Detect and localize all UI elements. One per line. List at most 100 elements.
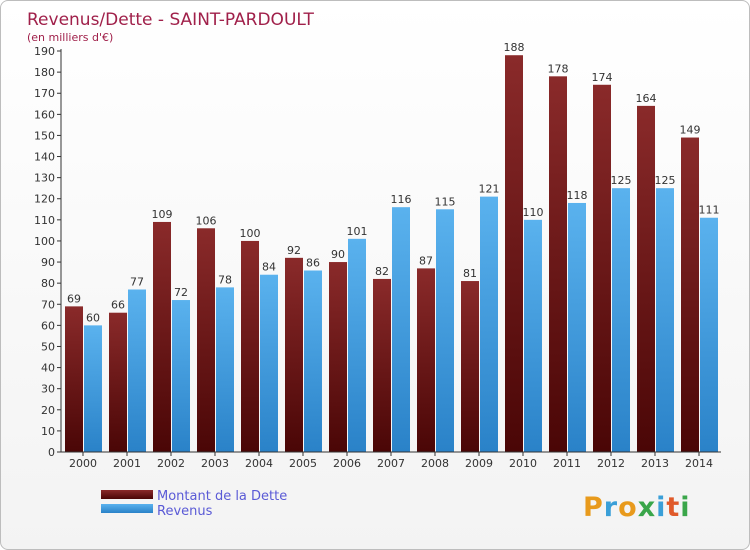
data-label-debt-2008: 87 [419, 254, 433, 267]
x-tick-label: 2010 [509, 457, 537, 470]
data-label-revenus-2000: 60 [86, 311, 100, 324]
bar-debt-2003 [197, 228, 215, 452]
y-tick-label: 10 [41, 425, 55, 438]
y-tick-label: 100 [34, 235, 55, 248]
bar-revenus-2006 [348, 238, 366, 452]
x-tick-label: 2001 [113, 457, 141, 470]
legend: Montant de la Dette Revenus [101, 489, 287, 519]
bar-debt-2001 [109, 312, 127, 452]
legend-swatch-revenus [101, 504, 153, 513]
data-label-revenus-2002: 72 [174, 286, 188, 299]
data-label-debt-2005: 92 [287, 244, 301, 257]
x-tick-label: 2002 [157, 457, 185, 470]
data-label-revenus-2001: 77 [130, 275, 144, 288]
bar-revenus-2013 [656, 188, 674, 452]
chart-subtitle: (en milliers d'€) [27, 31, 113, 44]
legend-label-revenus: Revenus [157, 504, 213, 519]
svg-text:Proxiti: Proxiti [583, 492, 691, 523]
proxiti-logo: Proxiti [583, 492, 691, 523]
bar-revenus-2009 [480, 196, 498, 452]
bar-revenus-2011 [568, 202, 586, 452]
data-label-revenus-2004: 84 [262, 261, 276, 274]
bar-debt-2007 [373, 278, 391, 452]
data-label-debt-2013: 164 [636, 92, 657, 105]
data-label-revenus-2008: 115 [435, 195, 456, 208]
x-tick-label: 2006 [333, 457, 361, 470]
y-tick-label: 50 [41, 340, 55, 353]
y-tick-label: 140 [34, 151, 55, 164]
y-tick-label: 40 [41, 362, 55, 375]
data-label-revenus-2013: 125 [655, 174, 676, 187]
bar-debt-2012 [593, 84, 611, 452]
data-label-debt-2001: 66 [111, 299, 125, 312]
bar-debt-2002 [153, 221, 171, 452]
bar-debt-2011 [549, 76, 567, 452]
bar-revenus-2003 [216, 287, 234, 452]
y-axis: 0 10 20 30 40 50 60 70 80 90 100 110 120 130 140 150 160… [34, 45, 62, 459]
bar-revenus-2001 [128, 289, 146, 452]
y-tick-label: 60 [41, 319, 55, 332]
y-tick-label: 130 [34, 172, 55, 185]
data-label-debt-2000: 69 [67, 292, 81, 305]
x-tick-label: 2012 [597, 457, 625, 470]
data-label-debt-2003: 106 [196, 214, 217, 227]
x-axis: 2000 2001 2002 2003 2004 2005 2006 2007 2008 2009… [61, 451, 721, 470]
y-tick-label: 180 [34, 66, 55, 79]
y-tick-label: 20 [41, 404, 55, 417]
x-tick-label: 2004 [245, 457, 273, 470]
data-label-debt-2006: 90 [331, 248, 345, 261]
y-tick-label: 160 [34, 108, 55, 121]
data-label-debt-2002: 109 [152, 208, 173, 221]
chart-title: Revenus/Dette - SAINT-PARDOULT [27, 10, 315, 30]
bar-revenus-2000 [84, 325, 102, 452]
data-label-revenus-2005: 86 [306, 256, 320, 269]
bar-debt-2010 [505, 55, 523, 452]
data-label-revenus-2003: 78 [218, 273, 232, 286]
y-tick-label: 30 [41, 383, 55, 396]
data-label-debt-2010: 188 [504, 41, 525, 54]
bar-revenus-2008 [436, 209, 454, 452]
legend-swatch-debt [101, 490, 153, 499]
y-tick-label: 190 [34, 45, 55, 58]
data-label-debt-2014: 149 [680, 124, 701, 137]
x-tick-label: 2005 [289, 457, 317, 470]
bar-debt-2004 [241, 240, 259, 452]
data-label-revenus-2012: 125 [611, 174, 632, 187]
bar-debt-2005 [285, 257, 303, 452]
bar-debt-2009 [461, 281, 479, 452]
x-tick-label: 2014 [685, 457, 713, 470]
y-tick-label: 0 [48, 446, 55, 459]
bar-debt-2013 [637, 105, 655, 452]
y-tick-label: 70 [41, 298, 55, 311]
y-tick-label: 90 [41, 256, 55, 269]
bar-revenus-2010 [524, 219, 542, 452]
bar-debt-2006 [329, 262, 347, 452]
data-label-debt-2004: 100 [240, 227, 261, 240]
data-label-debt-2009: 81 [463, 267, 477, 280]
legend-label-debt: Montant de la Dette [157, 489, 287, 504]
y-tick-label: 170 [34, 87, 55, 100]
bar-revenus-2002 [172, 300, 190, 452]
bar-revenus-2012 [612, 188, 630, 452]
y-tick-label: 150 [34, 129, 55, 142]
bar-revenus-2005 [304, 270, 322, 452]
bar-debt-2000 [65, 306, 83, 452]
bar-revenus-2007 [392, 207, 410, 452]
bar-revenus-2004 [260, 274, 278, 452]
data-label-debt-2007: 82 [375, 265, 389, 278]
x-tick-label: 2000 [69, 457, 97, 470]
data-label-revenus-2009: 121 [479, 183, 500, 196]
bar-debt-2014 [681, 137, 699, 452]
data-label-revenus-2014: 111 [699, 204, 720, 217]
data-label-debt-2011: 178 [548, 62, 569, 75]
y-tick-label: 110 [34, 214, 55, 227]
x-tick-label: 2007 [377, 457, 405, 470]
x-tick-label: 2003 [201, 457, 229, 470]
y-tick-label: 80 [41, 277, 55, 290]
data-label-revenus-2006: 101 [347, 225, 368, 238]
x-tick-label: 2011 [553, 457, 581, 470]
data-label-debt-2012: 174 [592, 71, 613, 84]
bar-revenus-2014 [700, 217, 718, 452]
